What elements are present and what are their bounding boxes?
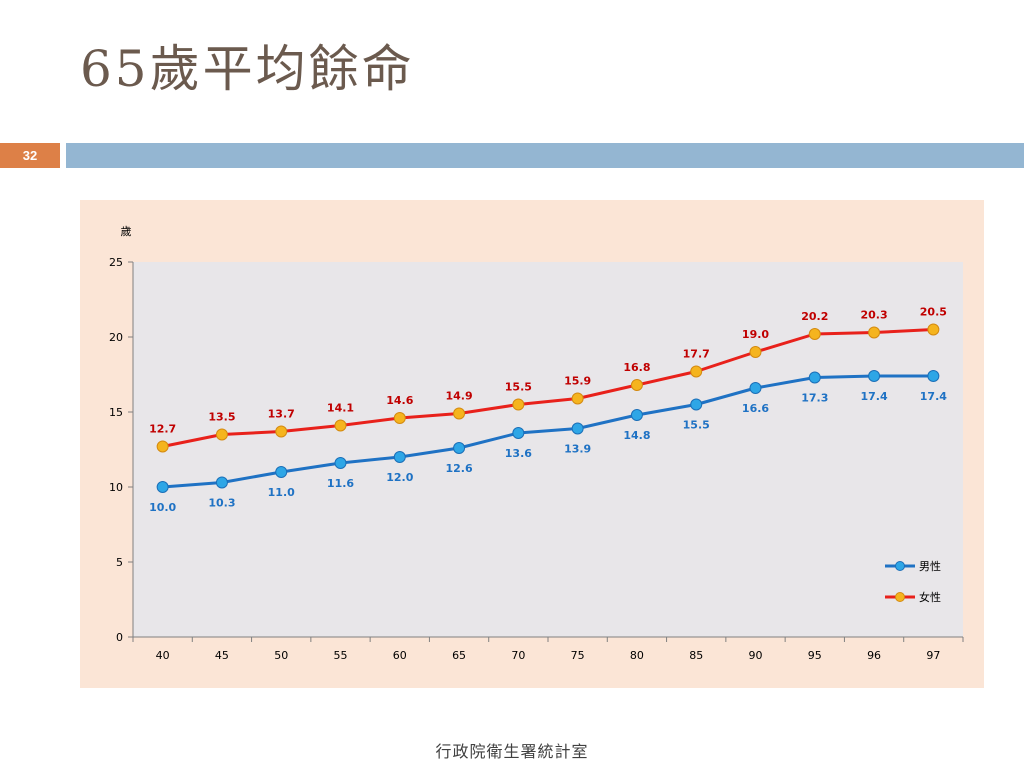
data-point <box>630 409 643 421</box>
y-axis: 0 5 10 15 20 25 <box>109 256 134 644</box>
data-point <box>512 398 525 411</box>
x-tick-label: 85 <box>689 649 703 662</box>
y-tick-label: 10 <box>109 481 123 494</box>
y-axis-label: 歲 <box>121 224 132 238</box>
data-point <box>215 428 228 441</box>
data-point <box>808 328 821 340</box>
x-tick-label: 97 <box>926 649 940 662</box>
header-bar <box>66 143 1024 168</box>
data-point <box>749 346 762 358</box>
plot-area <box>133 262 963 637</box>
data-point <box>393 412 406 424</box>
x-tick-label: 90 <box>749 649 763 662</box>
data-point <box>453 442 466 454</box>
data-point <box>808 371 821 384</box>
chart-panel: 歲 0 5 10 15 20 25 40 45 50 55 60 65 70 75 80 85 90 95 96 9… <box>80 200 984 688</box>
series-male: 10.0 10.3 11.0 11.6 12.0 12.6 13.6 13.9 14.8 15.5… <box>149 370 947 514</box>
x-tick-label: 60 <box>393 649 407 662</box>
data-label: 17.3 <box>801 392 828 405</box>
data-point <box>927 370 940 382</box>
data-point <box>393 451 406 463</box>
legend-label: 女性 <box>919 590 941 604</box>
y-tick-label: 25 <box>109 256 123 269</box>
y-tick-label: 15 <box>109 406 123 419</box>
data-point <box>630 379 643 391</box>
footer-source: 行政院衛生署統計室 <box>435 742 589 761</box>
data-point <box>156 440 169 453</box>
slide-title: 65歲平均餘命 <box>80 40 415 98</box>
data-label: 20.5 <box>920 306 947 319</box>
x-tick-label: 80 <box>630 649 644 662</box>
x-tick-label: 75 <box>571 649 585 662</box>
data-label: 13.5 <box>208 411 235 424</box>
data-point <box>275 466 288 478</box>
data-point <box>690 398 703 411</box>
data-label: 16.8 <box>623 361 650 374</box>
data-point <box>512 427 525 439</box>
data-label: 16.6 <box>742 402 769 415</box>
data-label: 11.6 <box>327 477 354 490</box>
y-tick-label: 0 <box>116 631 123 644</box>
line-chart: 歲 0 5 10 15 20 25 40 45 50 55 60 65 70 75 80 85 90 95 96 9… <box>109 224 964 662</box>
legend-label: 男性 <box>919 559 941 573</box>
x-tick-label: 45 <box>215 649 229 662</box>
data-label: 12.0 <box>386 471 413 484</box>
data-label: 19.0 <box>742 328 769 341</box>
data-point <box>868 370 881 382</box>
data-label: 10.0 <box>149 501 176 514</box>
data-point <box>453 407 466 420</box>
x-tick-label: 65 <box>452 649 466 662</box>
data-point <box>749 382 762 394</box>
data-label: 15.5 <box>505 381 532 394</box>
data-label: 14.9 <box>446 390 473 403</box>
data-label: 12.6 <box>446 462 473 475</box>
data-point <box>156 481 169 493</box>
series-line <box>162 328 934 448</box>
y-tick-label: 5 <box>116 556 123 569</box>
x-tick-label: 40 <box>156 649 170 662</box>
page-number-badge: 32 <box>0 143 60 168</box>
data-label: 15.5 <box>683 419 710 432</box>
data-point <box>275 425 288 438</box>
series-lines: 10.0 10.3 11.0 11.6 12.0 12.6 13.6 13.9 14.8 15.5… <box>149 306 947 515</box>
x-tick-label: 70 <box>511 649 525 662</box>
data-label: 17.4 <box>861 390 888 403</box>
data-label: 14.8 <box>623 429 650 442</box>
x-tick-label: 50 <box>274 649 288 662</box>
y-tick-label: 20 <box>109 331 123 344</box>
data-label: 20.2 <box>801 310 828 323</box>
x-tick-label: 95 <box>808 649 822 662</box>
series-female: 12.7 13.5 13.7 14.1 14.6 14.9 15.5 15.9 16.8 17.7… <box>149 306 947 453</box>
data-point <box>334 419 347 432</box>
legend-swatch-marker <box>895 592 905 602</box>
data-point <box>571 422 584 435</box>
data-label: 13.7 <box>268 408 295 421</box>
data-label: 14.6 <box>386 394 413 407</box>
x-tick-label: 96 <box>867 649 881 662</box>
series-line <box>162 374 934 489</box>
data-label: 13.9 <box>564 443 591 456</box>
data-point <box>868 326 881 339</box>
data-label: 17.7 <box>683 348 710 361</box>
data-label: 14.1 <box>327 402 354 415</box>
data-label: 13.6 <box>505 447 532 460</box>
data-label: 12.7 <box>149 423 176 436</box>
data-label: 10.3 <box>208 497 235 510</box>
x-axis: 40 45 50 55 60 65 70 75 80 85 90 95 96 97 <box>132 636 964 662</box>
legend-swatch-marker <box>895 561 905 571</box>
data-label: 20.3 <box>861 309 888 322</box>
data-label: 11.0 <box>268 486 295 499</box>
data-label: 15.9 <box>564 375 591 388</box>
data-label: 17.4 <box>920 390 947 403</box>
data-point <box>927 323 940 336</box>
data-point <box>215 476 228 489</box>
data-point <box>571 392 584 405</box>
x-tick-label: 55 <box>334 649 348 662</box>
data-point <box>690 365 703 378</box>
data-point <box>334 457 347 469</box>
